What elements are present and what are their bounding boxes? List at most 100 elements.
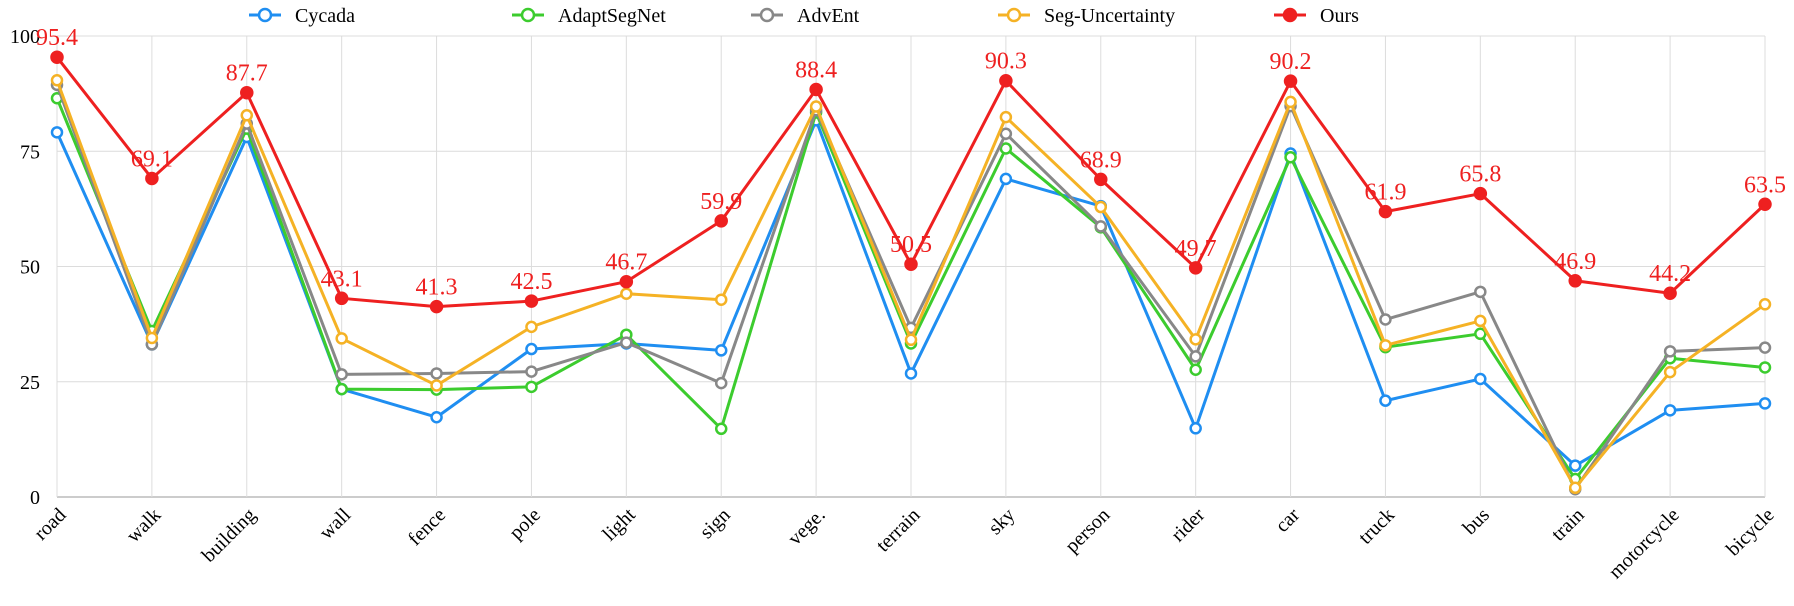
legend-label: AdvEnt — [797, 5, 860, 27]
x-tick-label: bus — [1459, 504, 1494, 539]
data-label: 63.5 — [1744, 172, 1786, 198]
data-point — [1474, 314, 1487, 328]
data-point — [1568, 274, 1582, 288]
data-point — [1663, 404, 1677, 417]
data-label: 87.7 — [226, 61, 268, 87]
data-point — [999, 127, 1013, 140]
data-label: 41.3 — [416, 275, 458, 301]
data-point — [620, 287, 633, 300]
data-point — [1379, 339, 1392, 352]
data-point — [240, 109, 254, 122]
x-tick-label: fence — [404, 504, 450, 550]
data-point — [714, 376, 728, 390]
data-point — [524, 294, 539, 308]
y-tick-label: 50 — [20, 257, 40, 279]
legend-marker — [759, 7, 775, 23]
x-tick-label: car — [1271, 504, 1304, 537]
legend-label: Cycada — [295, 5, 355, 27]
data-point — [1663, 345, 1677, 358]
data-point — [50, 50, 64, 64]
y-axis: 0 25 50 75 100 — [10, 26, 40, 509]
data-point — [1189, 422, 1202, 435]
data-point — [999, 172, 1013, 186]
data-point — [1758, 298, 1772, 311]
data-point — [430, 379, 443, 392]
legend-label: Ours — [1320, 5, 1359, 27]
data-label: 90.2 — [1270, 49, 1312, 75]
data-label: 44.2 — [1649, 261, 1691, 287]
data-point — [1379, 394, 1392, 407]
data-point — [1379, 313, 1392, 326]
data-point — [904, 367, 918, 380]
data-point — [335, 382, 348, 396]
data-point — [1188, 261, 1203, 275]
data-point — [714, 344, 728, 357]
series-ours — [50, 50, 1772, 314]
legend-item: Seg-Uncertainty — [998, 5, 1175, 27]
data-point — [1758, 397, 1772, 410]
data-point — [1378, 204, 1393, 219]
data-label: 65.8 — [1459, 162, 1501, 188]
data-point — [809, 100, 823, 113]
legend-marker — [520, 7, 536, 23]
data-label: 50.5 — [890, 232, 932, 258]
data-point — [145, 171, 159, 186]
data-point — [430, 367, 443, 380]
legend-label: Seg-Uncertainty — [1044, 5, 1175, 27]
x-tick-label: light — [598, 504, 640, 546]
data-point — [904, 257, 918, 271]
data-point — [1094, 220, 1108, 233]
data-point — [1568, 459, 1582, 472]
data-point — [1758, 341, 1772, 354]
data-labels: 95.4 69.1 87.7 43.1 41.3 42.5 46.7 59.9 88.4 50.5… — [36, 25, 1786, 300]
x-tick-label: walk — [122, 504, 165, 547]
data-label: 68.9 — [1080, 147, 1122, 173]
x-tick-label: vege. — [784, 504, 830, 550]
legend-item: AdvEnt — [751, 5, 860, 27]
data-point — [525, 342, 538, 356]
data-point — [999, 110, 1013, 124]
data-label: 46.7 — [605, 250, 647, 276]
legend-item: AdaptSegNet — [512, 5, 666, 27]
data-point — [1758, 361, 1772, 374]
data-label: 69.1 — [131, 146, 173, 172]
data-point — [1189, 350, 1202, 363]
legend-marker — [1282, 7, 1298, 23]
legend-marker — [1006, 7, 1022, 23]
data-point — [1663, 365, 1677, 379]
x-tick-label: sky — [984, 504, 1019, 539]
x-axis: road walk building wall fence pole light sign ve… — [30, 504, 1779, 583]
legend-item: Cycada — [249, 5, 355, 27]
data-point — [1663, 286, 1677, 300]
data-point — [1094, 172, 1108, 187]
data-label: 42.5 — [510, 269, 552, 295]
x-tick-label: building — [198, 504, 261, 567]
data-point — [1189, 363, 1202, 377]
data-point — [1284, 95, 1297, 109]
data-point — [240, 85, 254, 100]
data-point — [1568, 481, 1582, 495]
data-point — [714, 214, 728, 228]
data-point — [1284, 150, 1297, 164]
x-tick-label: road — [30, 504, 71, 545]
x-tick-label: bicycle — [1722, 504, 1778, 560]
data-label: 90.3 — [985, 49, 1027, 75]
data-label: 43.1 — [321, 266, 363, 292]
data-point — [1189, 333, 1202, 346]
data-point — [999, 142, 1013, 155]
data-point — [525, 365, 538, 378]
x-tick-label: person — [1061, 504, 1114, 557]
x-tick-label: motorcycle — [1604, 504, 1683, 583]
x-tick-label: rider — [1167, 504, 1209, 546]
x-tick-label: pole — [505, 504, 545, 544]
data-label: 61.9 — [1364, 180, 1406, 206]
series-seg-uncertainty — [50, 74, 1772, 495]
x-tick-label: truck — [1354, 504, 1399, 549]
data-label: 95.4 — [36, 25, 78, 51]
data-point — [50, 126, 64, 139]
y-tick-label: 100 — [10, 26, 40, 48]
data-point — [1283, 74, 1298, 88]
data-point — [525, 320, 538, 334]
data-point — [1094, 200, 1108, 214]
